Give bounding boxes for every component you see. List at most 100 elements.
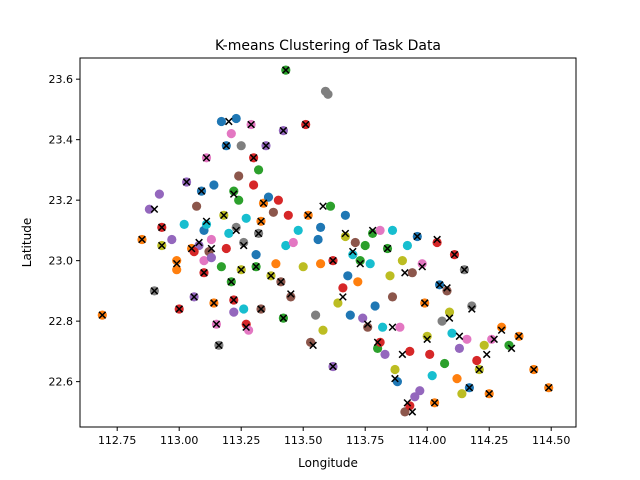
data-point (333, 298, 343, 308)
data-point (454, 343, 464, 353)
data-point (415, 386, 425, 396)
x-tick-label: 114.00 (408, 434, 447, 447)
data-point (417, 259, 427, 269)
centroid-marker (398, 350, 407, 359)
centroid-marker (373, 338, 382, 347)
data-point (229, 186, 239, 196)
data-point (387, 225, 398, 235)
x-axis-label: Longitude (298, 456, 358, 470)
data-point (206, 234, 216, 245)
y-tick-label: 23.2 (49, 194, 74, 207)
data-point (338, 283, 348, 293)
data-point (343, 271, 353, 281)
centroid-marker (197, 187, 206, 195)
centroid-marker (475, 365, 484, 374)
centroid-marker (368, 226, 377, 235)
data-point (229, 307, 239, 317)
data-point (472, 355, 482, 366)
data-point (442, 286, 452, 296)
centroid-marker (544, 383, 553, 392)
data-point (298, 262, 308, 272)
data-point (462, 334, 472, 344)
data-point (288, 237, 298, 248)
data-point (340, 210, 350, 220)
data-point (206, 253, 216, 263)
data-point (365, 259, 375, 269)
centroid-marker (195, 238, 203, 247)
centroid-marker (450, 250, 459, 259)
centroid-marker (319, 202, 327, 211)
y-axis-label: Latitude (20, 218, 34, 267)
plot-area (97, 65, 554, 417)
data-point (350, 237, 360, 248)
centroid-marker (391, 374, 399, 383)
data-point (226, 129, 236, 139)
centroid-marker (482, 350, 491, 359)
data-point (216, 116, 226, 127)
x-tick-label: 113.75 (346, 434, 385, 447)
centroid-marker (413, 232, 422, 241)
centroid-marker (207, 244, 216, 253)
centroid-marker (430, 398, 439, 407)
data-point (234, 171, 244, 181)
data-point (368, 228, 378, 238)
x-tick-label: 113.25 (222, 434, 261, 447)
centroid-marker (222, 141, 231, 150)
data-point (144, 204, 154, 214)
data-point (360, 240, 370, 251)
centroid-marker (339, 293, 347, 301)
centroid-marker (329, 362, 337, 371)
data-point (447, 328, 457, 338)
data-point (268, 207, 278, 217)
centroid-marker (309, 341, 317, 350)
data-point (375, 337, 385, 347)
centroid-marker (98, 311, 107, 319)
centroid-marker (220, 211, 228, 220)
data-point (273, 195, 283, 205)
centroid-marker (497, 326, 506, 335)
centroid-marker (348, 247, 357, 256)
y-tick-label: 22.8 (49, 315, 74, 328)
centroid-marker (254, 229, 263, 238)
data-point (370, 301, 380, 311)
data-point (281, 240, 291, 251)
data-point (425, 349, 435, 359)
centroid-marker (301, 120, 310, 129)
data-point (375, 225, 385, 235)
centroid-marker (202, 217, 211, 226)
x-tick-label: 114.50 (532, 434, 571, 447)
data-point (216, 262, 226, 272)
centroid-marker (232, 226, 241, 235)
data-point (400, 407, 410, 417)
centroid-marker (433, 235, 441, 244)
centroid-marker (490, 335, 498, 344)
data-point (385, 271, 395, 281)
centroid-marker (212, 320, 221, 328)
data-point (231, 113, 241, 124)
data-point (467, 301, 477, 311)
data-point (241, 213, 251, 223)
data-point (209, 180, 219, 190)
centroid-marker (242, 323, 250, 332)
data-point (323, 89, 333, 99)
data-point (353, 277, 363, 287)
data-point (355, 256, 365, 266)
data-point (444, 307, 455, 317)
data-point (378, 322, 388, 332)
data-point (263, 192, 274, 202)
data-point (407, 268, 417, 278)
y-axis-ticks: 22.6 22.8 23.0 23.2 23.4 23.6 (49, 73, 80, 389)
data-point (239, 304, 249, 314)
centroid-marker (341, 229, 350, 238)
centroid-marker (423, 335, 432, 344)
data-point (395, 322, 405, 332)
centroid-marker (158, 223, 166, 232)
data-point (340, 231, 350, 242)
x-axis-ticks: 112.75 113.00 113.25 113.50 113.75 114.00 114.… (98, 427, 571, 447)
data-point (221, 243, 231, 254)
centroid-marker (286, 290, 295, 298)
centroid-marker (150, 287, 159, 295)
data-point (440, 358, 450, 369)
centroid-marker (435, 281, 444, 289)
